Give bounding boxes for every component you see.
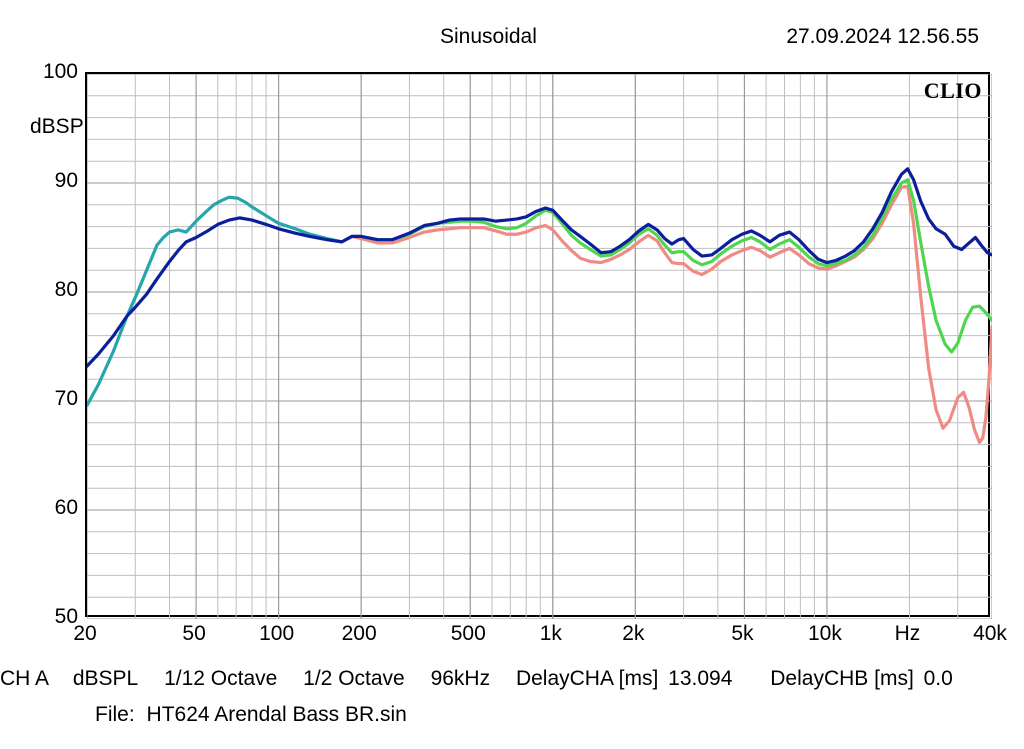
- x-tick: 2k: [622, 622, 644, 646]
- smoothing2: 1/2 Octave: [303, 667, 405, 691]
- x-tick: 200: [342, 622, 377, 646]
- timestamp: 27.09.2024 12.56.55: [786, 25, 979, 49]
- footer-line-2: File: HT624 Arendal Bass BR.sin: [0, 703, 1024, 727]
- chart-svg: [87, 74, 992, 619]
- y-tick: 100: [43, 60, 78, 84]
- smoothing1: 1/12 Octave: [164, 667, 277, 691]
- plot-area: CLIO: [85, 72, 990, 617]
- y-tick: 80: [55, 278, 78, 302]
- y-tick: 70: [55, 387, 78, 411]
- file-label: File:: [95, 703, 135, 727]
- delayA-val: 13.094: [668, 667, 732, 691]
- x-axis-unit: Hz: [895, 622, 921, 646]
- y-tick: 90: [55, 169, 78, 193]
- chart-title: Sinusoidal: [440, 25, 537, 49]
- x-tick: 20: [73, 622, 96, 646]
- delayA-label: DelayCHA [ms]: [516, 667, 658, 691]
- delayB-label: DelayCHB [ms]: [770, 667, 914, 691]
- brand-label: CLIO: [924, 78, 982, 104]
- samplerate: 96kHz: [431, 667, 491, 691]
- x-tick: 10k: [808, 622, 842, 646]
- x-tick: 100: [259, 622, 294, 646]
- x-tick: 1k: [540, 622, 562, 646]
- y-tick: 60: [55, 496, 78, 520]
- header-row: Sinusoidal 27.09.2024 12.56.55: [0, 25, 1024, 55]
- footer-line-1: CH A dBSPL 1/12 Octave 1/2 Octave 96kHz …: [0, 667, 1024, 691]
- unit-label: dBSPL: [73, 667, 138, 691]
- delayB-val: 0.0: [924, 667, 953, 691]
- ch-label: CH A: [0, 667, 49, 691]
- x-tick: 5k: [731, 622, 753, 646]
- x-tick: 50: [182, 622, 205, 646]
- file-name: HT624 Arendal Bass BR.sin: [147, 703, 407, 727]
- x-tick: 500: [451, 622, 486, 646]
- x-tick: 40k: [973, 622, 1007, 646]
